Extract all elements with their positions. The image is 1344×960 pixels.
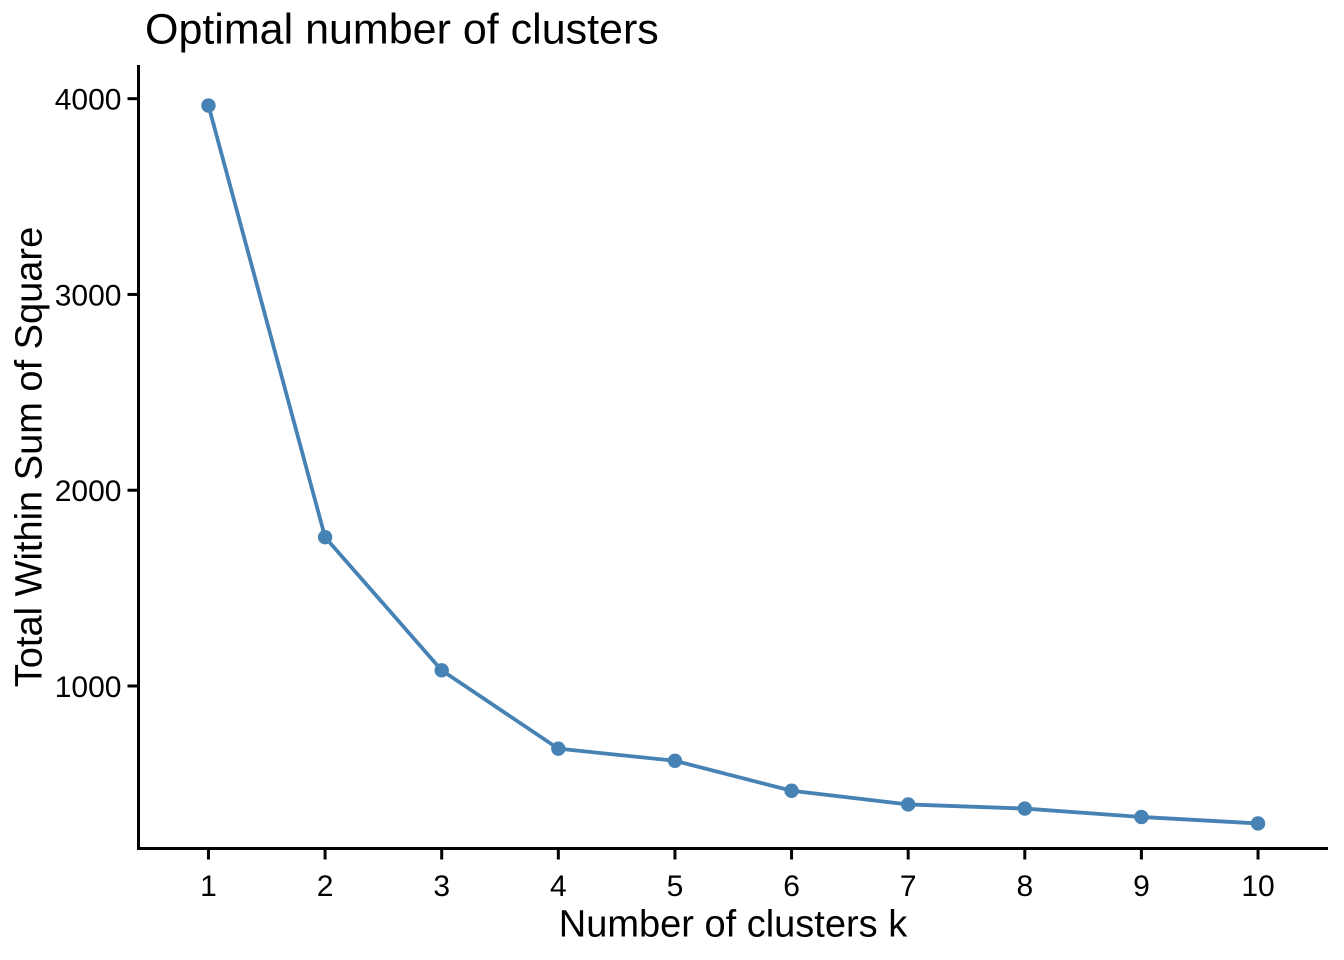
data-point <box>784 783 799 798</box>
axis-lines <box>137 65 1328 850</box>
data-point <box>1250 816 1266 831</box>
x-tick-label: 1 <box>200 870 217 903</box>
x-tick-label: 3 <box>433 870 450 903</box>
x-tick-label: 5 <box>667 870 684 903</box>
data-point <box>667 753 683 768</box>
y-tick-label: 3000 <box>55 279 122 312</box>
data-point <box>434 663 449 678</box>
data-point <box>551 741 566 756</box>
data-point <box>900 797 916 812</box>
y-tick-label: 2000 <box>55 475 122 508</box>
chart-title: Optimal number of clusters <box>145 5 659 54</box>
x-tick-label: 6 <box>783 870 800 903</box>
y-tick-label: 4000 <box>55 84 122 117</box>
x-axis-title: Number of clusters k <box>558 903 908 946</box>
data-point <box>201 98 216 113</box>
x-tick-label: 8 <box>1016 870 1033 903</box>
y-tick-label: 1000 <box>55 671 122 704</box>
x-tick-label: 2 <box>317 870 334 903</box>
data-point <box>1134 809 1149 825</box>
x-tick-label: 7 <box>900 870 917 903</box>
data-line <box>206 103 1260 826</box>
x-tick-label: 10 <box>1241 870 1274 903</box>
x-tick-label: 9 <box>1133 870 1150 903</box>
data-point <box>1017 801 1032 816</box>
x-tick-label: 4 <box>550 870 567 903</box>
data-point <box>317 530 333 545</box>
